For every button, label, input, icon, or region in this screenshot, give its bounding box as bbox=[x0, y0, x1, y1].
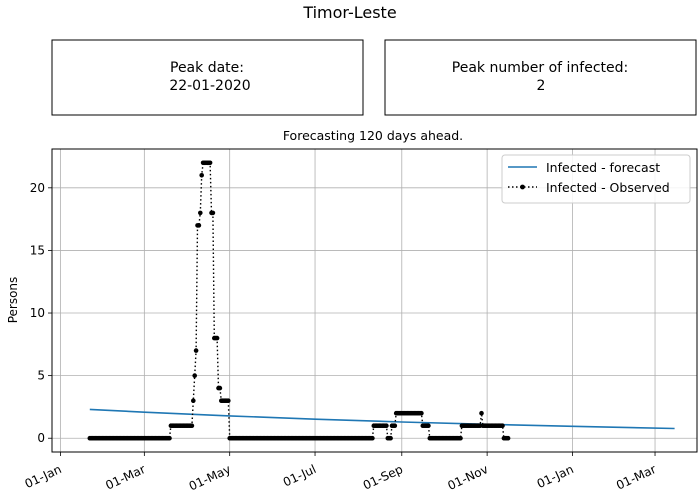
observed-point bbox=[384, 423, 389, 428]
legend: Infected - forecast Infected - Observed bbox=[502, 155, 690, 203]
x-tick-label: 01-Jul bbox=[281, 462, 318, 489]
observed-point bbox=[211, 211, 216, 216]
observed-point bbox=[393, 423, 398, 428]
observed-point bbox=[199, 173, 204, 178]
x-tick-label: 01-Jan bbox=[23, 462, 64, 491]
observed-point bbox=[191, 398, 196, 403]
axis-ticks: 01-Jan 01-Mar 01-May 01-Jul 01-Sep 01-Nov 01-J… bbox=[23, 181, 659, 494]
legend-forecast-label: Infected - forecast bbox=[546, 160, 660, 175]
y-tick-label: 20 bbox=[30, 181, 45, 195]
y-axis-label: Persons bbox=[6, 277, 20, 324]
chart-title: Timor-Leste bbox=[302, 3, 396, 22]
peak-infected-value: 2 bbox=[537, 78, 546, 94]
peak-infected-box: Peak number of infected: 2 bbox=[385, 40, 696, 115]
chart-subtitle: Forecasting 120 days ahead. bbox=[283, 128, 463, 143]
observed-point bbox=[500, 423, 505, 428]
observed-point bbox=[226, 398, 231, 403]
peak-date-label: Peak date: bbox=[170, 60, 244, 76]
legend-observed-marker bbox=[520, 185, 525, 190]
observed-point bbox=[370, 436, 375, 441]
y-tick-label: 5 bbox=[37, 369, 45, 383]
x-tick-label: 01-Nov bbox=[445, 462, 490, 493]
x-tick-label: 01-Mar bbox=[103, 462, 147, 493]
observed-point bbox=[194, 348, 199, 353]
peak-infected-label: Peak number of infected: bbox=[452, 60, 628, 76]
observed-point bbox=[167, 436, 172, 441]
observed-point bbox=[218, 386, 223, 391]
y-tick-label: 10 bbox=[30, 306, 45, 320]
observed-point bbox=[198, 211, 203, 216]
peak-date-box: Peak date: 22-01-2020 bbox=[52, 40, 363, 115]
observed-point bbox=[208, 161, 213, 166]
peak-date-value: 22-01-2020 bbox=[169, 78, 250, 94]
observed-point bbox=[506, 436, 511, 441]
observed-point bbox=[426, 423, 431, 428]
observed-point bbox=[192, 373, 197, 378]
observed-line bbox=[90, 163, 508, 438]
observed-point bbox=[197, 223, 202, 228]
y-tick-label: 0 bbox=[37, 431, 45, 445]
legend-observed-label: Infected - Observed bbox=[546, 180, 670, 195]
observed-point bbox=[458, 436, 463, 441]
x-tick-label: 01-Jan bbox=[535, 462, 576, 491]
observed-point bbox=[419, 411, 424, 416]
observed-point bbox=[190, 423, 195, 428]
observed-point bbox=[388, 436, 393, 441]
observed-point bbox=[479, 411, 484, 416]
x-tick-label: 01-May bbox=[187, 462, 233, 493]
y-tick-label: 15 bbox=[30, 243, 45, 257]
observed-point bbox=[215, 336, 220, 341]
x-tick-label: 01-Mar bbox=[614, 462, 658, 493]
x-tick-label: 01-Sep bbox=[361, 462, 405, 493]
